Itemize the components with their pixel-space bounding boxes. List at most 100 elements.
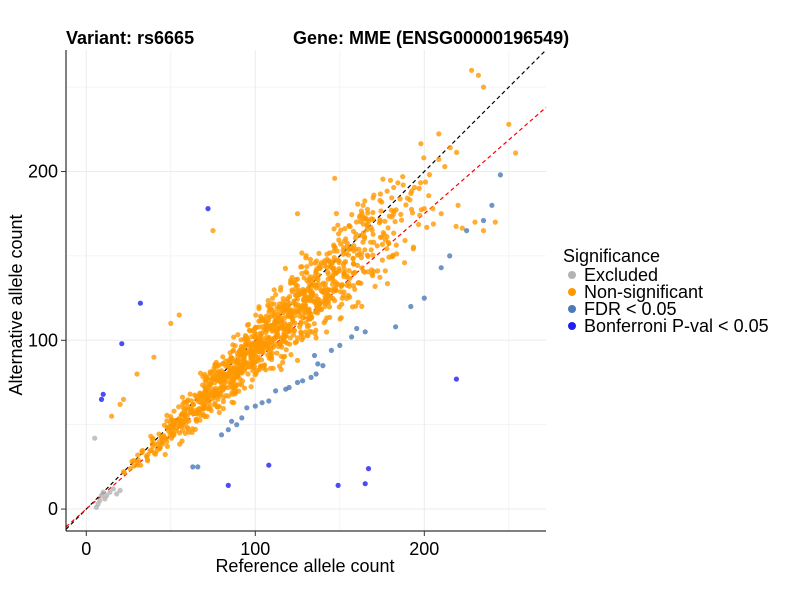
point-non-significant <box>442 164 448 170</box>
point-non-significant <box>183 411 189 417</box>
legend-swatch-bonferroni <box>568 322 576 330</box>
point-non-significant <box>403 202 409 208</box>
point-non-significant <box>267 325 274 331</box>
point-non-significant <box>331 226 337 232</box>
point-non-significant <box>298 290 304 296</box>
point-non-significant <box>258 347 264 353</box>
point-non-significant <box>370 273 376 279</box>
point-fdr-0-05 <box>480 217 487 224</box>
point-non-significant <box>351 248 357 254</box>
point-non-significant <box>220 399 226 405</box>
data-points <box>92 67 519 510</box>
point-non-significant <box>298 321 304 327</box>
point-non-significant <box>176 404 182 410</box>
point-non-significant <box>177 441 183 447</box>
point-non-significant <box>177 417 183 423</box>
point-non-significant <box>140 447 146 454</box>
point-non-significant <box>322 258 328 264</box>
point-fdr-0-05 <box>195 464 201 470</box>
point-bonferroni-p-val-0-05 <box>225 482 231 488</box>
point-non-significant <box>394 251 400 257</box>
point-non-significant <box>304 277 310 284</box>
point-non-significant <box>357 232 363 239</box>
point-non-significant <box>347 294 353 300</box>
point-fdr-0-05 <box>328 347 334 353</box>
point-non-significant <box>293 303 299 309</box>
point-non-significant <box>298 305 304 311</box>
point-non-significant <box>362 234 368 240</box>
point-non-significant <box>311 321 317 327</box>
point-non-significant <box>300 315 306 321</box>
point-non-significant <box>232 343 238 349</box>
point-non-significant <box>316 264 322 270</box>
point-non-significant <box>368 247 374 253</box>
point-fdr-0-05 <box>244 405 250 411</box>
point-non-significant <box>254 367 260 374</box>
point-non-significant <box>336 266 342 272</box>
y-tick-label: 200 <box>28 162 58 182</box>
point-non-significant <box>349 212 355 218</box>
point-fdr-0-05 <box>225 427 231 433</box>
point-non-significant <box>370 216 376 222</box>
point-non-significant <box>312 299 318 305</box>
point-non-significant <box>250 356 256 362</box>
point-non-significant <box>202 377 208 383</box>
point-non-significant <box>117 401 123 407</box>
point-non-significant <box>249 346 255 352</box>
point-non-significant <box>219 375 226 381</box>
point-non-significant <box>223 393 229 399</box>
point-non-significant <box>187 391 193 397</box>
point-non-significant <box>257 364 263 370</box>
point-non-significant <box>400 174 406 180</box>
point-non-significant <box>422 179 429 185</box>
point-non-significant <box>278 323 284 329</box>
point-fdr-0-05 <box>315 361 321 367</box>
point-non-significant <box>330 267 336 273</box>
point-non-significant <box>346 223 352 229</box>
point-non-significant <box>184 424 190 431</box>
point-fdr-0-05 <box>311 352 318 359</box>
legend-label-non-significant: Non-significant <box>584 282 703 302</box>
point-non-significant <box>186 429 192 435</box>
point-non-significant <box>370 252 376 258</box>
point-non-significant <box>181 405 187 411</box>
point-excluded <box>97 498 103 504</box>
point-non-significant <box>390 253 396 259</box>
point-non-significant <box>336 231 342 237</box>
point-non-significant <box>360 202 366 208</box>
point-non-significant <box>225 385 231 391</box>
point-non-significant <box>480 84 487 90</box>
point-non-significant <box>351 243 357 249</box>
point-non-significant <box>281 320 288 326</box>
point-non-significant <box>290 332 297 338</box>
y-axis-title: Alternative allele count <box>6 214 26 395</box>
point-non-significant <box>513 150 519 156</box>
point-non-significant <box>265 352 271 358</box>
point-non-significant <box>194 397 200 403</box>
point-non-significant <box>214 375 220 381</box>
point-non-significant <box>317 285 323 291</box>
point-non-significant <box>235 363 241 369</box>
point-non-significant <box>384 281 391 287</box>
point-fdr-0-05 <box>259 400 265 406</box>
point-non-significant <box>192 392 198 398</box>
point-non-significant <box>400 182 406 188</box>
point-non-significant <box>455 202 461 208</box>
point-non-significant <box>316 302 322 308</box>
point-non-significant <box>312 309 319 315</box>
point-non-significant <box>391 184 397 191</box>
point-non-significant <box>204 396 210 402</box>
point-non-significant <box>371 192 377 198</box>
point-non-significant <box>242 385 248 391</box>
legend-swatch-excluded <box>568 271 576 279</box>
point-fdr-0-05 <box>447 253 453 259</box>
point-non-significant <box>385 239 391 245</box>
point-bonferroni-p-val-0-05 <box>335 482 341 488</box>
point-non-significant <box>193 418 200 424</box>
point-non-significant <box>156 439 162 445</box>
point-non-significant <box>245 321 252 327</box>
point-non-significant <box>364 206 371 212</box>
point-non-significant <box>398 211 404 217</box>
point-fdr-0-05 <box>408 303 414 310</box>
point-non-significant <box>121 470 127 476</box>
